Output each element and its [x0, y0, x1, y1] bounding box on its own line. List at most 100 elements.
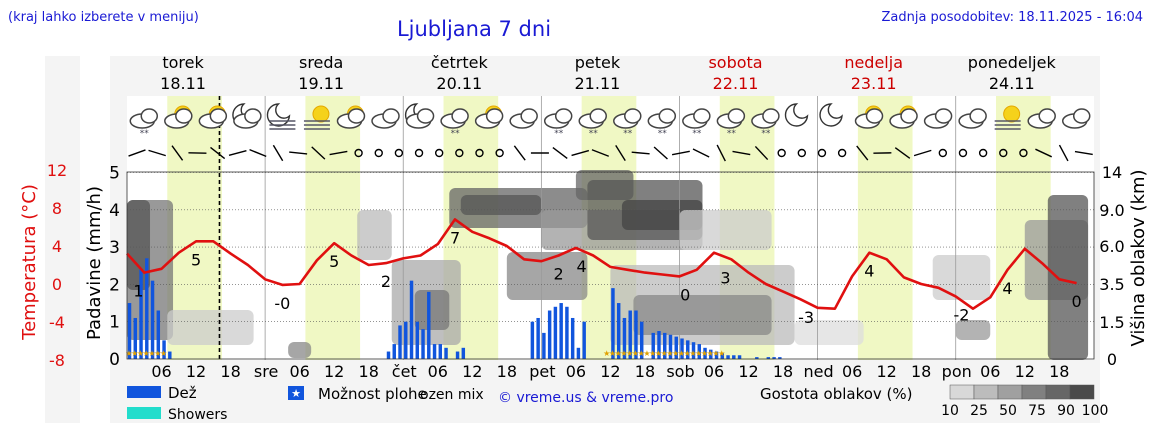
temp-label-0: 1 [133, 282, 143, 301]
wind-calm-11 [354, 148, 363, 158]
wind-barbs [128, 144, 1093, 162]
region-note[interactable]: (kraj lahko izberete v meniju) [8, 10, 199, 25]
legend: Dež Showers ★ Možnost plohe ozen mix © v… [127, 384, 1108, 423]
snow-star-17: ★ [661, 349, 668, 358]
snow-star-6: ★ [160, 349, 167, 358]
day-name-0: torek [162, 53, 204, 72]
temp-label-2: -0 [274, 294, 290, 313]
cloud-shape-top [727, 108, 746, 124]
cloud-snow-icon: ** [578, 108, 607, 139]
cloud-snow-icon: ** [682, 108, 711, 139]
legend-rain-swatch [127, 386, 161, 398]
cloud-patch-21 [1047, 195, 1089, 360]
precip-bar-88 [634, 310, 638, 359]
day-name-1: sreda [299, 53, 343, 72]
cloud-height-tick-2: 6.0 [1099, 237, 1124, 256]
legend-snow-star-icon: ★ [291, 387, 301, 400]
left-panel-bg [45, 56, 80, 423]
precip-bar-51 [421, 329, 425, 359]
wind-barb-7 [272, 144, 284, 162]
moon-icon [819, 103, 843, 127]
cloud-patch-4 [357, 210, 392, 260]
precip-bar-6 [162, 340, 166, 359]
wind-calm-33 [797, 148, 807, 158]
cloud-patch-1 [127, 200, 151, 290]
day-name-4: sobota [708, 53, 762, 72]
cloud-icon [1027, 108, 1056, 129]
density-tick-90: 90 [1057, 403, 1075, 419]
wind-barb-27 [671, 150, 690, 156]
precip-bar-0 [127, 303, 132, 359]
temperature-line [126, 218, 1077, 310]
legend-showers-label: Showers [168, 407, 227, 423]
sun-fog-icon [303, 105, 330, 130]
wind-barb-5 [228, 149, 247, 157]
precip-bar-98 [691, 342, 696, 359]
sun-cloud-icon [164, 105, 193, 129]
legend-showers-swatch [127, 407, 161, 419]
day-date-1: 19.11 [298, 74, 344, 93]
precip-bar-102 [714, 351, 719, 359]
weather-icons: ** ** ** ** ** ** ** ** ** [129, 103, 1091, 139]
snow-markers: ★★★★★★★ ★★★★★★★★★★★★★★★★★★★★★ [125, 349, 725, 358]
x-hour-tick-1-18: 18 [359, 362, 379, 381]
sun-cloud-icon [474, 105, 504, 129]
plot-frame [126, 171, 1095, 360]
cloud-snow-icon: ** [440, 108, 469, 139]
wind-barb-10 [329, 150, 348, 156]
sun-cloud-icon [198, 105, 228, 129]
cloud-shape-top [693, 108, 711, 124]
density-tick-50: 50 [999, 403, 1017, 419]
wind-barb-9 [311, 146, 326, 160]
precip-bar-94 [668, 334, 673, 359]
precip-bar-55 [444, 347, 448, 359]
legend-rain-label: Dež [168, 384, 197, 402]
cloud-shape-top [900, 108, 918, 124]
snow-star-12: ★ [632, 349, 639, 358]
snow-star-11: ★ [626, 349, 633, 358]
cloud-shape-top [1038, 108, 1056, 124]
temp-label-6: 2 [554, 265, 564, 284]
snow-star-13: ★ [638, 349, 645, 358]
credit-link[interactable]: © vreme.us & vreme.pro [498, 390, 673, 406]
precip-bar-92 [657, 331, 661, 359]
snow-star-25: ★ [707, 349, 714, 358]
cloud-shape-top [762, 108, 780, 124]
wind-calm-41 [958, 148, 968, 158]
wind-barb-36 [856, 145, 869, 161]
last-updated: Zadnja posodobitev: 18.11.2025 - 16:04 [881, 10, 1143, 25]
wind-calm-12 [374, 148, 383, 158]
snow-star-27: ★ [718, 349, 725, 358]
snow-star-10: ★ [620, 349, 627, 358]
snow-flakes: ** [554, 129, 564, 139]
cloud-icon [923, 108, 953, 129]
precip-bar-53 [432, 344, 437, 359]
precip-bar-71 [536, 317, 540, 359]
snow-flakes: ** [761, 129, 771, 139]
wind-calm-34 [817, 148, 827, 158]
snow-star-18: ★ [666, 349, 673, 358]
x-day-short-6: pon [942, 362, 972, 381]
density-swatch-2 [997, 384, 1023, 400]
cloud-shape-top [382, 108, 400, 124]
precip-axis-title: Padavine (mm/h) [84, 186, 105, 340]
precip-bar-48 [404, 321, 408, 359]
precip-bar-99 [697, 344, 701, 359]
snow-star-15: ★ [649, 349, 656, 358]
temp-tick-8: 8 [52, 199, 62, 218]
wind-calm-42 [978, 148, 988, 158]
wind-barb-30 [732, 150, 751, 156]
density-swatch-3 [1021, 384, 1047, 400]
wind-barb-22 [571, 149, 590, 157]
precip-bar-96 [680, 338, 684, 359]
wind-calm-18 [495, 148, 504, 158]
cloud-shape-top [175, 108, 193, 124]
cloud-shape-top [1072, 108, 1091, 124]
snow-flakes: ** [623, 129, 633, 139]
snow-star-1: ★ [131, 349, 138, 358]
x-hour-tick-2-12: 12 [462, 362, 482, 381]
x-hour-tick-1-6: 06 [289, 362, 309, 381]
day-date-6: 24.11 [989, 74, 1035, 93]
grid [127, 96, 1094, 360]
day-date-0: 18.11 [160, 74, 206, 93]
